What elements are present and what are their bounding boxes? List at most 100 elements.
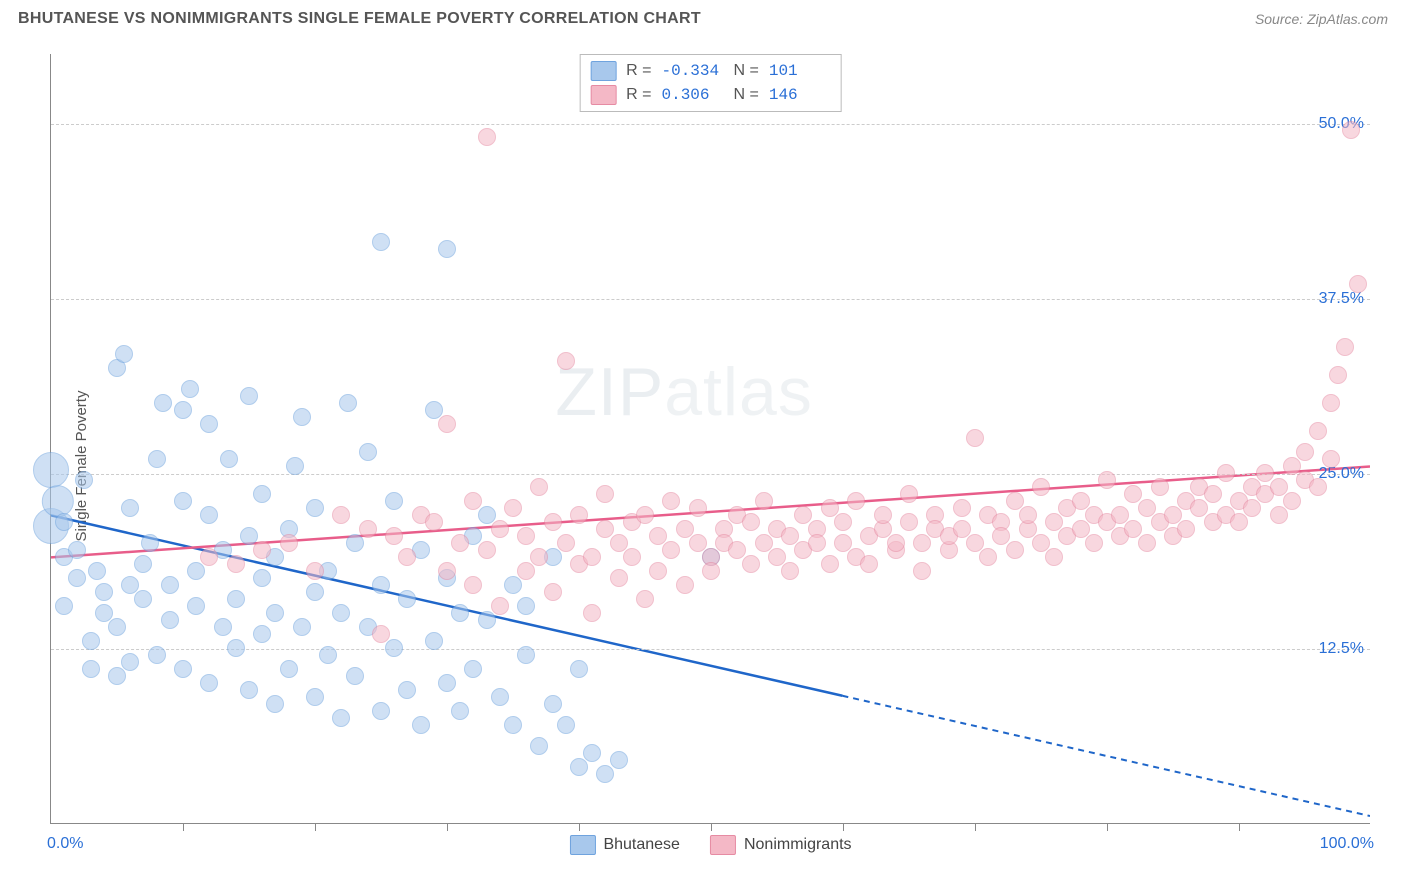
data-point [530,478,548,496]
data-point [464,660,482,678]
data-point [755,492,773,510]
data-point [174,492,192,510]
data-point [108,618,126,636]
data-point [75,471,93,489]
data-point [517,597,535,615]
data-point [121,499,139,517]
stat-n-label: N = [734,62,759,80]
data-point [200,548,218,566]
data-point [346,534,364,552]
y-tick-label: 12.5% [1319,640,1364,658]
data-point [68,569,86,587]
data-point [240,387,258,405]
data-point [583,548,601,566]
data-point [398,548,416,566]
data-point [253,569,271,587]
data-point [187,597,205,615]
data-point [636,590,654,608]
data-point [636,506,654,524]
data-point [504,576,522,594]
data-point [1322,450,1340,468]
legend-row: R = -0.334 N = 101 [590,59,831,83]
legend-swatch [710,835,736,855]
data-point [649,562,667,580]
data-point [115,345,133,363]
legend-label: Nonimmigrants [744,836,852,854]
legend-label: Bhutanese [603,836,680,854]
data-point [1177,520,1195,538]
x-label-max: 100.0% [1320,835,1374,853]
gridline [51,649,1370,650]
stat-n-label: N = [734,86,759,104]
data-point [286,457,304,475]
data-point [253,485,271,503]
data-point [570,660,588,678]
data-point [821,555,839,573]
data-point [1006,541,1024,559]
data-point [332,506,350,524]
data-point [385,492,403,510]
legend-item: Nonimmigrants [710,835,852,855]
data-point [438,240,456,258]
data-point [504,716,522,734]
data-point [306,562,324,580]
data-point [530,737,548,755]
x-tick [843,823,844,831]
data-point [398,681,416,699]
data-point [1309,478,1327,496]
data-point [913,562,931,580]
data-point [491,520,509,538]
data-point [280,534,298,552]
data-point [425,632,443,650]
data-point [220,450,238,468]
data-point [82,632,100,650]
data-point [148,450,166,468]
data-point [662,492,680,510]
data-point [372,702,390,720]
data-point [55,597,73,615]
data-point [1342,121,1360,139]
chart-source: Source: ZipAtlas.com [1255,11,1388,27]
x-tick [315,823,316,831]
data-point [306,688,324,706]
data-point [161,576,179,594]
data-point [339,394,357,412]
data-point [280,660,298,678]
data-point [68,541,86,559]
trend-lines [51,54,1370,823]
data-point [544,513,562,531]
data-point [1045,548,1063,566]
data-point [1322,394,1340,412]
stat-r-label: R = [626,62,651,80]
data-point [610,751,628,769]
data-point [596,765,614,783]
data-point [781,562,799,580]
data-point [41,485,73,517]
data-point [306,583,324,601]
chart-area: Single Female Poverty ZIPatlas R = -0.33… [0,40,1406,892]
data-point [319,646,337,664]
data-point [570,506,588,524]
data-point [134,555,152,573]
data-point [596,485,614,503]
data-point [1098,471,1116,489]
legend-swatch [590,61,616,81]
data-point [623,548,641,566]
data-point [900,485,918,503]
data-point [847,492,865,510]
data-point [359,443,377,461]
data-point [227,555,245,573]
data-point [398,590,416,608]
chart-header: BHUTANESE VS NONIMMIGRANTS SINGLE FEMALE… [0,0,1406,34]
legend-item: Bhutanese [569,835,680,855]
data-point [570,758,588,776]
x-tick [447,823,448,831]
data-point [253,625,271,643]
data-point [834,513,852,531]
stat-r-value: 0.306 [662,86,724,104]
data-point [557,534,575,552]
data-point [200,506,218,524]
data-point [214,618,232,636]
correlation-legend: R = -0.334 N = 101 R = 0.306 N = 146 [579,54,842,112]
x-tick [1107,823,1108,831]
